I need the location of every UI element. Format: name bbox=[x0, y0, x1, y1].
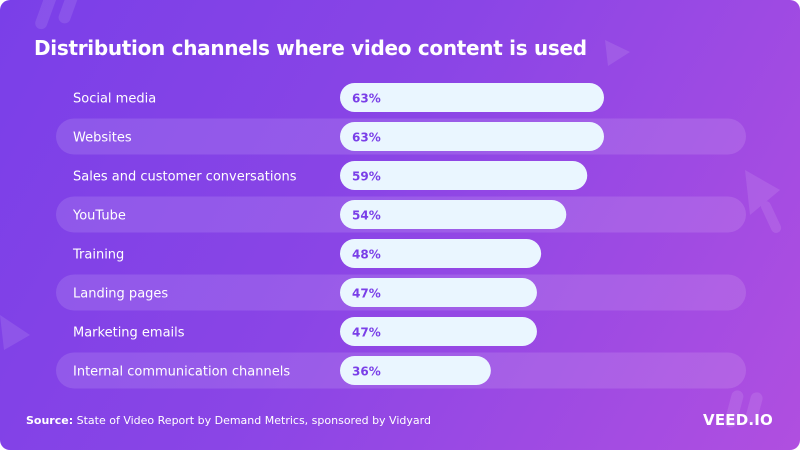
category-label: YouTube bbox=[72, 209, 126, 224]
bar bbox=[340, 200, 567, 229]
category-label: Sales and customer conversations bbox=[73, 170, 297, 185]
bar bbox=[340, 278, 537, 307]
source-label: Source: bbox=[26, 414, 74, 427]
bar-value-label: 36% bbox=[352, 365, 381, 379]
bar bbox=[340, 356, 491, 385]
category-label: Marketing emails bbox=[73, 326, 185, 341]
bar-value-label: 63% bbox=[352, 131, 381, 145]
category-label: Websites bbox=[73, 131, 132, 146]
chart-title: Distribution channels where video conten… bbox=[34, 36, 587, 60]
category-label: Social media bbox=[73, 92, 156, 107]
category-label: Internal communication channels bbox=[73, 365, 290, 380]
category-label: Landing pages bbox=[73, 287, 168, 302]
bar bbox=[340, 161, 588, 190]
bar-value-label: 54% bbox=[352, 209, 381, 223]
bar-value-label: 63% bbox=[352, 92, 381, 106]
bar bbox=[340, 239, 542, 268]
bar-value-label: 47% bbox=[352, 326, 381, 340]
source-note: Source: State of Video Report by Demand … bbox=[26, 414, 431, 427]
bar-value-label: 59% bbox=[352, 170, 381, 184]
brand-logo: VEED.IO bbox=[703, 411, 773, 429]
bar-value-label: 48% bbox=[352, 248, 381, 262]
bar bbox=[340, 317, 537, 346]
category-label: Training bbox=[72, 248, 124, 263]
bar-value-label: 47% bbox=[352, 287, 381, 301]
source-text: State of Video Report by Demand Metrics,… bbox=[76, 414, 431, 427]
bar bbox=[340, 83, 604, 112]
bar bbox=[340, 122, 604, 151]
